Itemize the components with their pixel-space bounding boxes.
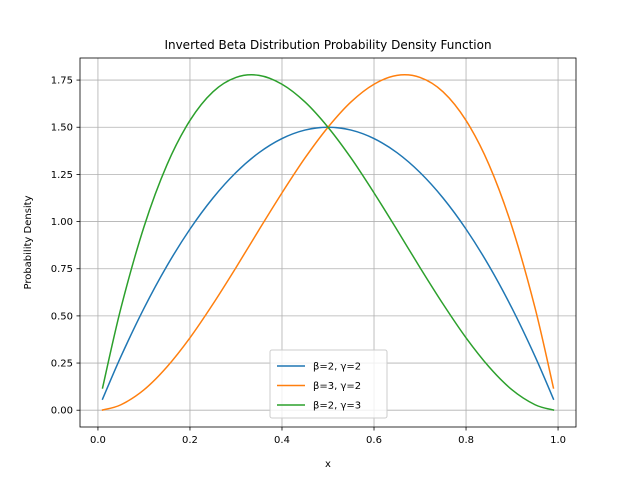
plot-area-frame xyxy=(79,57,577,428)
y-tick-label: 1.75 xyxy=(51,76,73,87)
x-tick-label: 0.0 xyxy=(90,435,106,446)
y-tick-label: 0.00 xyxy=(51,406,73,417)
legend-label-2: β=3, γ=2 xyxy=(313,381,361,392)
y-tick-label: 0.25 xyxy=(51,359,73,370)
x-tick-label: 0.4 xyxy=(274,435,290,446)
y-tick-label: 1.50 xyxy=(51,123,73,134)
grid xyxy=(80,58,576,427)
x-tick-label: 0.8 xyxy=(458,435,474,446)
series-line-3 xyxy=(101,74,555,411)
y-axis-ticks: 0.00 0.25 0.50 0.75 1.00 1.25 1.50 1.75 xyxy=(51,76,80,417)
y-tick-label: 0.50 xyxy=(51,311,73,322)
y-axis-label: Probability Density xyxy=(23,195,34,289)
chart-title: Inverted Beta Distribution Probability D… xyxy=(164,38,491,52)
legend-box xyxy=(269,349,388,419)
legend-label-3: β=2, γ=3 xyxy=(313,401,361,412)
x-tick-label: 0.2 xyxy=(182,435,198,446)
legend: β=2, γ=2 β=3, γ=2 β=2, γ=3 xyxy=(269,349,388,419)
series-lines xyxy=(101,74,555,411)
y-tick-label: 1.00 xyxy=(51,217,73,228)
x-tick-label: 0.6 xyxy=(366,435,382,446)
y-tick-label: 1.25 xyxy=(51,170,73,181)
x-axis-ticks: 0.0 0.2 0.4 0.6 0.8 1.0 xyxy=(90,427,566,446)
legend-label-1: β=2, γ=2 xyxy=(313,362,361,373)
x-tick-label: 1.0 xyxy=(550,435,566,446)
series-line-2 xyxy=(101,74,555,411)
y-tick-label: 0.75 xyxy=(51,264,73,275)
x-axis-label: x xyxy=(325,459,331,470)
